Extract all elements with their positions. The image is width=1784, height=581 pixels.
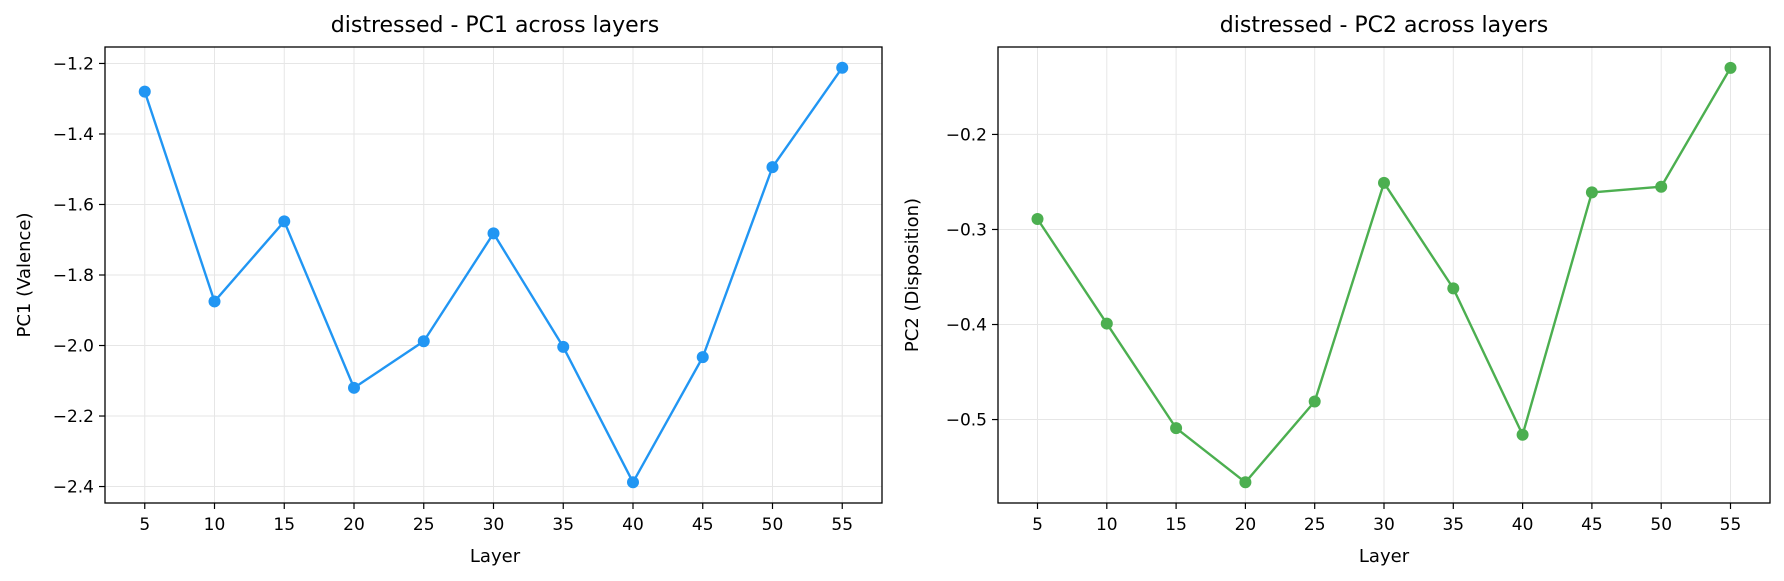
x-tick-label-pc2: 25 — [1304, 515, 1326, 535]
x-tick-label-pc2: 30 — [1373, 515, 1395, 535]
data-point-pc2 — [1308, 395, 1321, 408]
data-point-pc2 — [1031, 213, 1044, 226]
x-tick-label-pc2: 40 — [1512, 515, 1534, 535]
data-point-pc1 — [278, 215, 291, 228]
x-tick-label-pc2: 10 — [1096, 515, 1118, 535]
data-point-pc1 — [557, 340, 570, 353]
x-axis-label-pc1: Layer — [470, 546, 521, 567]
data-point-pc1 — [138, 85, 151, 98]
x-tick-label-pc1: 15 — [273, 515, 295, 535]
x-tick-label-pc2: 15 — [1165, 515, 1187, 535]
data-point-pc2 — [1170, 422, 1183, 435]
grid-pc2 — [998, 47, 1770, 503]
x-tick-label-pc2: 45 — [1581, 515, 1603, 535]
y-tick-label-pc2: −0.4 — [946, 316, 987, 336]
x-tick-label-pc1: 45 — [692, 515, 714, 535]
x-tick-label-pc2: 5 — [1032, 515, 1043, 535]
y-tick-label-pc2: −0.2 — [946, 125, 987, 145]
y-tick-label-pc2: −0.5 — [946, 411, 987, 431]
data-point-pc2 — [1378, 176, 1390, 189]
data-point-pc1 — [348, 381, 361, 394]
x-tick-label-pc2: 20 — [1235, 515, 1257, 535]
x-tick-label-pc1: 25 — [413, 515, 435, 535]
x-axis-label-pc2: Layer — [1359, 546, 1410, 567]
x-tick-label-pc2: 50 — [1650, 515, 1672, 535]
data-point-pc2 — [1447, 282, 1460, 295]
data-point-pc1 — [487, 227, 500, 240]
x-tick-label-pc1: 30 — [483, 515, 505, 535]
data-point-pc2 — [1516, 428, 1529, 441]
data-point-pc2 — [1239, 476, 1252, 489]
chart-title-pc2: distressed - PC2 across layers — [1220, 13, 1548, 38]
data-point-pc2 — [1585, 186, 1598, 199]
x-tick-label-pc1: 5 — [139, 515, 150, 535]
y-axis-label-pc2: PC2 (Disposition) — [902, 198, 923, 352]
grid-pc1 — [105, 47, 882, 503]
data-point-pc1 — [696, 351, 709, 364]
data-point-pc1 — [836, 61, 849, 74]
chart-title-pc1: distressed - PC1 across layers — [331, 13, 659, 38]
x-tick-label-pc1: 55 — [831, 515, 853, 535]
x-tick-label-pc1: 20 — [343, 515, 365, 535]
y-tick-label-pc2: −0.3 — [946, 220, 987, 240]
data-point-pc2 — [1100, 317, 1113, 330]
data-point-pc1 — [208, 295, 221, 308]
y-tick-label-pc1: −2.2 — [53, 407, 94, 427]
y-tick-label-pc1: −1.4 — [53, 125, 94, 145]
x-tick-label-pc2: 55 — [1720, 515, 1742, 535]
data-point-pc2 — [1724, 61, 1737, 74]
y-axis-label-pc1: PC1 (Valence) — [14, 212, 35, 337]
y-tick-label-pc1: −1.6 — [53, 195, 94, 215]
y-tick-label-pc1: −2.0 — [53, 337, 94, 357]
x-tick-label-pc1: 35 — [552, 515, 574, 535]
chart-panel-pc2: distressed - PC2 across layers Layer PC2… — [902, 13, 1771, 567]
x-tick-label-pc2: 35 — [1442, 515, 1464, 535]
x-tick-label-pc1: 50 — [762, 515, 784, 535]
data-point-pc1 — [417, 335, 430, 348]
x-tick-label-pc1: 40 — [622, 515, 644, 535]
data-point-pc1 — [766, 161, 779, 174]
x-tick-label-pc1: 10 — [204, 515, 226, 535]
y-tick-label-pc1: −2.4 — [53, 478, 94, 498]
y-tick-label-pc1: −1.8 — [53, 266, 94, 286]
data-point-pc2 — [1655, 180, 1668, 193]
y-tick-label-pc1: −1.2 — [53, 54, 94, 74]
data-point-pc1 — [626, 476, 639, 489]
chart-panel-pc1: distressed - PC1 across layers Layer PC1… — [14, 13, 883, 567]
